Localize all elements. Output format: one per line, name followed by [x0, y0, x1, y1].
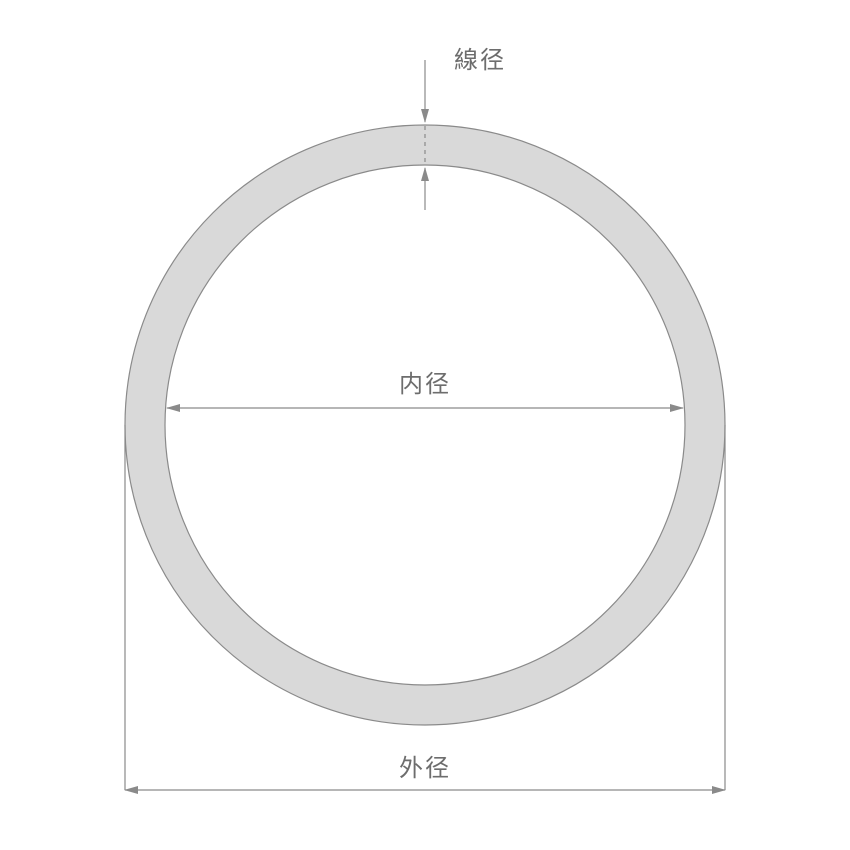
outer-diameter-label: 外径 [399, 755, 451, 782]
wire-diameter-label: 線径 [454, 47, 506, 74]
inner-diameter-label: 内径 [399, 371, 451, 398]
